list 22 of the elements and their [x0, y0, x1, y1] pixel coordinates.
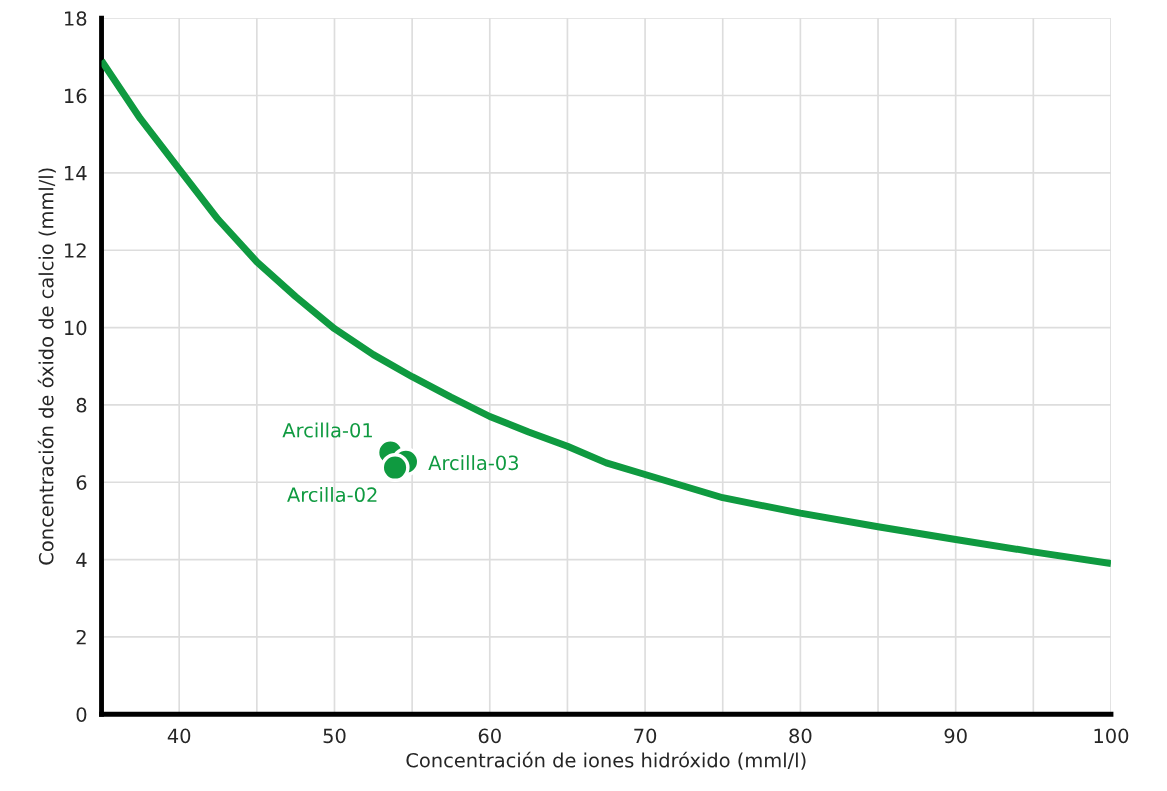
y-tick-label: 2: [76, 629, 86, 645]
y-tick-label: 18: [65, 11, 87, 26]
x-tick-label: 40: [167, 728, 191, 744]
x-tick-label: 50: [323, 728, 346, 744]
y-tick-label: 4: [76, 552, 87, 567]
x-tick-label: 100: [1094, 728, 1129, 744]
y-axis-title: Concentración de óxido de calcio (mml/l): [37, 168, 56, 565]
x-axis-title: Concentración de iones hidróxido (mml/l): [406, 751, 806, 770]
series-label: Arcilla-01: [282, 422, 372, 438]
y-tick-label: 14: [65, 166, 87, 181]
x-tick-label: 80: [789, 728, 812, 744]
y-tick-label: 0: [76, 707, 87, 722]
y-tick-label: 6: [76, 475, 87, 490]
y-tick-label: 12: [65, 243, 86, 258]
series-label: Arcilla-02: [287, 487, 377, 503]
x-tick-label: 60: [478, 728, 501, 744]
y-tick-label: 16: [65, 88, 87, 104]
x-tick-label: 90: [944, 728, 967, 744]
y-tick-label: 10: [65, 320, 87, 336]
y-tick-label: 8: [76, 397, 87, 413]
series-label: Arcilla-03: [428, 455, 519, 471]
x-tick-label: 70: [634, 728, 657, 744]
